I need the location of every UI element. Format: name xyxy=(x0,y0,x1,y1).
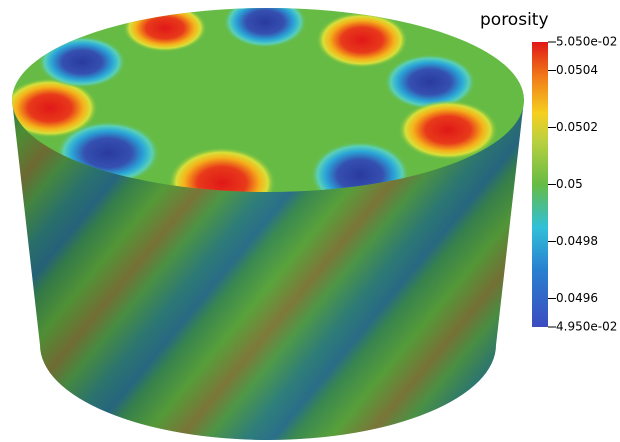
blob xyxy=(12,78,98,138)
tick-label: 0.0498 xyxy=(556,234,598,248)
cylinder xyxy=(12,8,524,440)
tick-label: 4.950e-02 xyxy=(556,320,617,334)
tick-label: 5.050e-02 xyxy=(556,35,617,49)
top-pattern xyxy=(12,8,498,192)
tick-label: 0.0504 xyxy=(556,63,598,77)
blob xyxy=(38,36,126,88)
blob xyxy=(123,8,207,52)
blob xyxy=(398,100,498,160)
tick-label: 0.0496 xyxy=(556,291,598,305)
blob xyxy=(310,141,410,192)
side-shading xyxy=(12,100,524,440)
blob xyxy=(168,147,276,192)
blob xyxy=(316,12,408,68)
blob xyxy=(384,54,476,110)
colorbar-title: porosity xyxy=(480,10,549,30)
color-scale xyxy=(532,42,548,327)
blob xyxy=(223,8,307,48)
colorbar: porosity 5.050e-02 0.0504 0.0502 0.05 0.0498… xyxy=(480,10,617,334)
tick-label: 0.05 xyxy=(556,177,583,191)
tick-label: 0.0502 xyxy=(556,120,598,134)
